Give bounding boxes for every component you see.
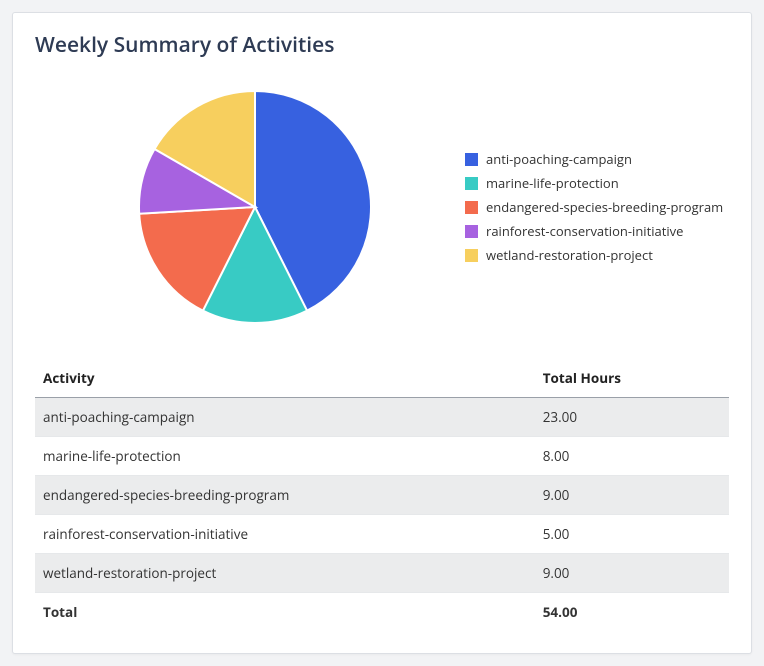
table-row: wetland-restoration-project9.00: [35, 554, 729, 593]
legend-label: endangered-species-breeding-program: [486, 198, 723, 216]
hours-cell: 5.00: [535, 515, 729, 554]
hours-cell: 23.00: [535, 398, 729, 437]
pie-chart: [125, 77, 385, 337]
activity-cell: endangered-species-breeding-program: [35, 476, 535, 515]
legend-swatch: [465, 249, 478, 262]
total-value: 54.00: [535, 593, 729, 632]
legend-item-0: anti-poaching-campaign: [465, 150, 723, 168]
legend-swatch: [465, 177, 478, 190]
legend-label: rainforest-conservation-initiative: [486, 222, 683, 240]
hours-cell: 9.00: [535, 554, 729, 593]
activity-cell: rainforest-conservation-initiative: [35, 515, 535, 554]
legend-label: anti-poaching-campaign: [486, 150, 632, 168]
table-row: rainforest-conservation-initiative5.00: [35, 515, 729, 554]
summary-card: Weekly Summary of Activities anti-poachi…: [12, 12, 752, 654]
activity-cell: marine-life-protection: [35, 437, 535, 476]
table-header-row: Activity Total Hours: [35, 359, 729, 398]
legend-item-4: wetland-restoration-project: [465, 246, 723, 264]
legend-item-2: endangered-species-breeding-program: [465, 198, 723, 216]
activity-cell: anti-poaching-campaign: [35, 398, 535, 437]
legend-swatch: [465, 201, 478, 214]
legend-swatch: [465, 225, 478, 238]
hours-cell: 8.00: [535, 437, 729, 476]
legend-label: wetland-restoration-project: [486, 246, 653, 264]
activities-table: Activity Total Hours anti-poaching-campa…: [35, 359, 729, 631]
activity-cell: wetland-restoration-project: [35, 554, 535, 593]
chart-legend: anti-poaching-campaign marine-life-protec…: [465, 144, 723, 270]
hours-cell: 9.00: [535, 476, 729, 515]
legend-swatch: [465, 153, 478, 166]
legend-item-1: marine-life-protection: [465, 174, 723, 192]
legend-label: marine-life-protection: [486, 174, 619, 192]
table-row: anti-poaching-campaign23.00: [35, 398, 729, 437]
total-label: Total: [35, 593, 535, 632]
table-row: marine-life-protection8.00: [35, 437, 729, 476]
table-row: endangered-species-breeding-program9.00: [35, 476, 729, 515]
legend-item-3: rainforest-conservation-initiative: [465, 222, 723, 240]
chart-row: anti-poaching-campaign marine-life-protec…: [35, 77, 729, 337]
card-title: Weekly Summary of Activities: [35, 31, 729, 59]
col-hours: Total Hours: [535, 359, 729, 398]
table-total-row: Total 54.00: [35, 593, 729, 632]
col-activity: Activity: [35, 359, 535, 398]
